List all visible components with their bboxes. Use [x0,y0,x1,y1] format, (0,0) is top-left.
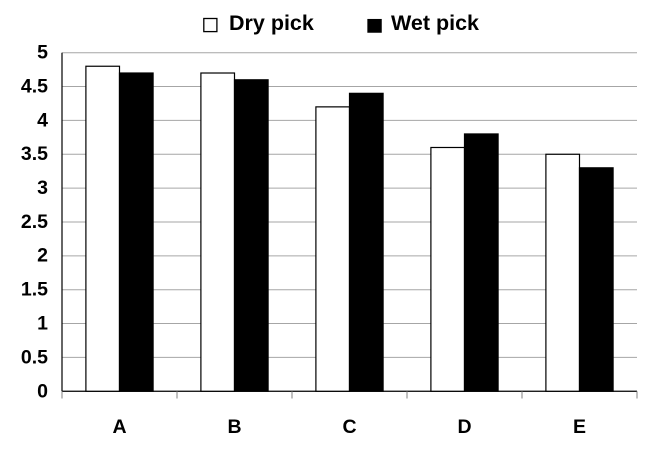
svg-text:4: 4 [37,109,48,131]
svg-text:A: A [112,416,126,438]
svg-text:E: E [573,416,586,438]
svg-text:Wet pick: Wet pick [391,11,479,35]
svg-text:3.5: 3.5 [21,143,48,165]
svg-text:1: 1 [37,312,48,334]
svg-text:2: 2 [37,245,48,267]
svg-text:D: D [457,416,471,438]
svg-text:B: B [227,416,241,438]
svg-text:2.5: 2.5 [21,211,48,233]
svg-text:0.5: 0.5 [21,346,48,368]
svg-text:0: 0 [37,381,48,403]
svg-text:1.5: 1.5 [21,279,48,301]
svg-text:3: 3 [37,177,48,199]
svg-text:C: C [342,416,356,438]
svg-text:Dry pick: Dry pick [229,11,314,35]
svg-text:4.5: 4.5 [21,75,48,97]
svg-text:5: 5 [37,42,48,64]
